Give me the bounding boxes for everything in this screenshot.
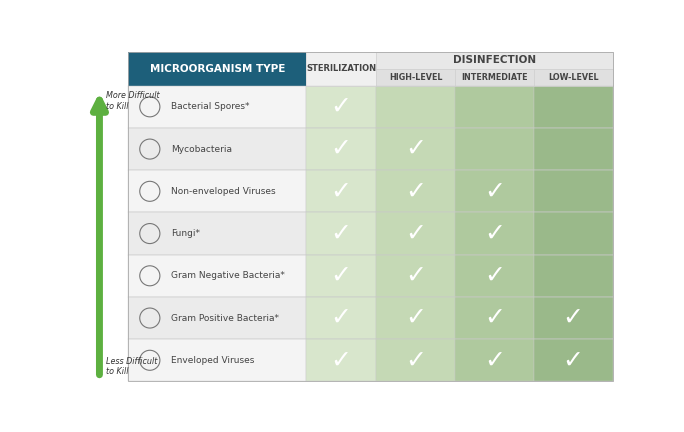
Bar (534, 86, 612, 128)
Bar (534, 255, 612, 297)
Bar (306, 86, 376, 128)
Bar (534, 213, 612, 255)
Text: INTERMEDIATE: INTERMEDIATE (461, 73, 527, 82)
Bar (534, 297, 612, 339)
Bar (376, 69, 455, 86)
Text: HIGH-LEVEL: HIGH-LEVEL (389, 73, 443, 82)
Bar (306, 213, 376, 255)
Text: More Difficult
to Kill: More Difficult to Kill (105, 91, 159, 111)
Bar (534, 69, 612, 86)
Text: ✓: ✓ (331, 179, 352, 203)
Bar (306, 128, 376, 170)
Bar (376, 339, 455, 381)
Text: ✓: ✓ (484, 306, 505, 330)
Text: Non-enveloped Viruses: Non-enveloped Viruses (171, 187, 276, 196)
Bar (306, 170, 376, 213)
Text: Bacterial Spores*: Bacterial Spores* (171, 102, 249, 111)
Bar (534, 128, 612, 170)
Bar (455, 69, 534, 86)
Bar (128, 255, 306, 297)
Text: ✓: ✓ (405, 222, 426, 245)
Bar (376, 52, 612, 69)
Text: DISINFECTION: DISINFECTION (453, 55, 536, 65)
Text: ✓: ✓ (484, 264, 505, 288)
Text: ✓: ✓ (484, 348, 505, 372)
Bar (128, 170, 306, 213)
Text: ✓: ✓ (405, 179, 426, 203)
Text: Mycobacteria: Mycobacteria (171, 145, 232, 154)
Bar (376, 128, 455, 170)
Text: ✓: ✓ (331, 348, 352, 372)
Bar (128, 297, 306, 339)
Text: ✓: ✓ (331, 222, 352, 245)
Text: Fungi*: Fungi* (171, 229, 200, 238)
Bar (455, 86, 534, 128)
Bar (455, 339, 534, 381)
Text: ✓: ✓ (331, 264, 352, 288)
Text: MICROORGANISM TYPE: MICROORGANISM TYPE (150, 64, 285, 74)
Bar (534, 339, 612, 381)
Text: Gram Positive Bacteria*: Gram Positive Bacteria* (171, 314, 279, 323)
Text: ✓: ✓ (331, 137, 352, 161)
Bar (455, 255, 534, 297)
Bar (306, 297, 376, 339)
Bar (455, 213, 534, 255)
Text: ✓: ✓ (331, 95, 352, 119)
Text: Less Difficult
to Kill: Less Difficult to Kill (105, 356, 157, 376)
Text: STERILIZATION: STERILIZATION (306, 64, 376, 73)
Text: ✓: ✓ (563, 348, 583, 372)
Text: ✓: ✓ (405, 137, 426, 161)
Bar (128, 86, 306, 128)
Text: LOW-LEVEL: LOW-LEVEL (548, 73, 598, 82)
Text: ✓: ✓ (405, 306, 426, 330)
Text: ✓: ✓ (405, 348, 426, 372)
Bar (128, 128, 306, 170)
Text: ✓: ✓ (331, 306, 352, 330)
Bar (306, 255, 376, 297)
Bar (376, 86, 455, 128)
Text: ✓: ✓ (484, 222, 505, 245)
Bar (455, 128, 534, 170)
Text: ✓: ✓ (405, 264, 426, 288)
Bar (128, 339, 306, 381)
Bar (376, 213, 455, 255)
Text: ✓: ✓ (563, 306, 583, 330)
Bar (306, 339, 376, 381)
Bar (455, 297, 534, 339)
Bar (128, 52, 306, 86)
Bar (455, 170, 534, 213)
Bar (128, 213, 306, 255)
Bar (534, 170, 612, 213)
Bar (376, 255, 455, 297)
Text: Enveloped Viruses: Enveloped Viruses (171, 356, 254, 365)
Bar (306, 52, 376, 86)
Bar (376, 170, 455, 213)
Bar (376, 297, 455, 339)
Text: Gram Negative Bacteria*: Gram Negative Bacteria* (171, 271, 285, 280)
Text: ✓: ✓ (484, 179, 505, 203)
